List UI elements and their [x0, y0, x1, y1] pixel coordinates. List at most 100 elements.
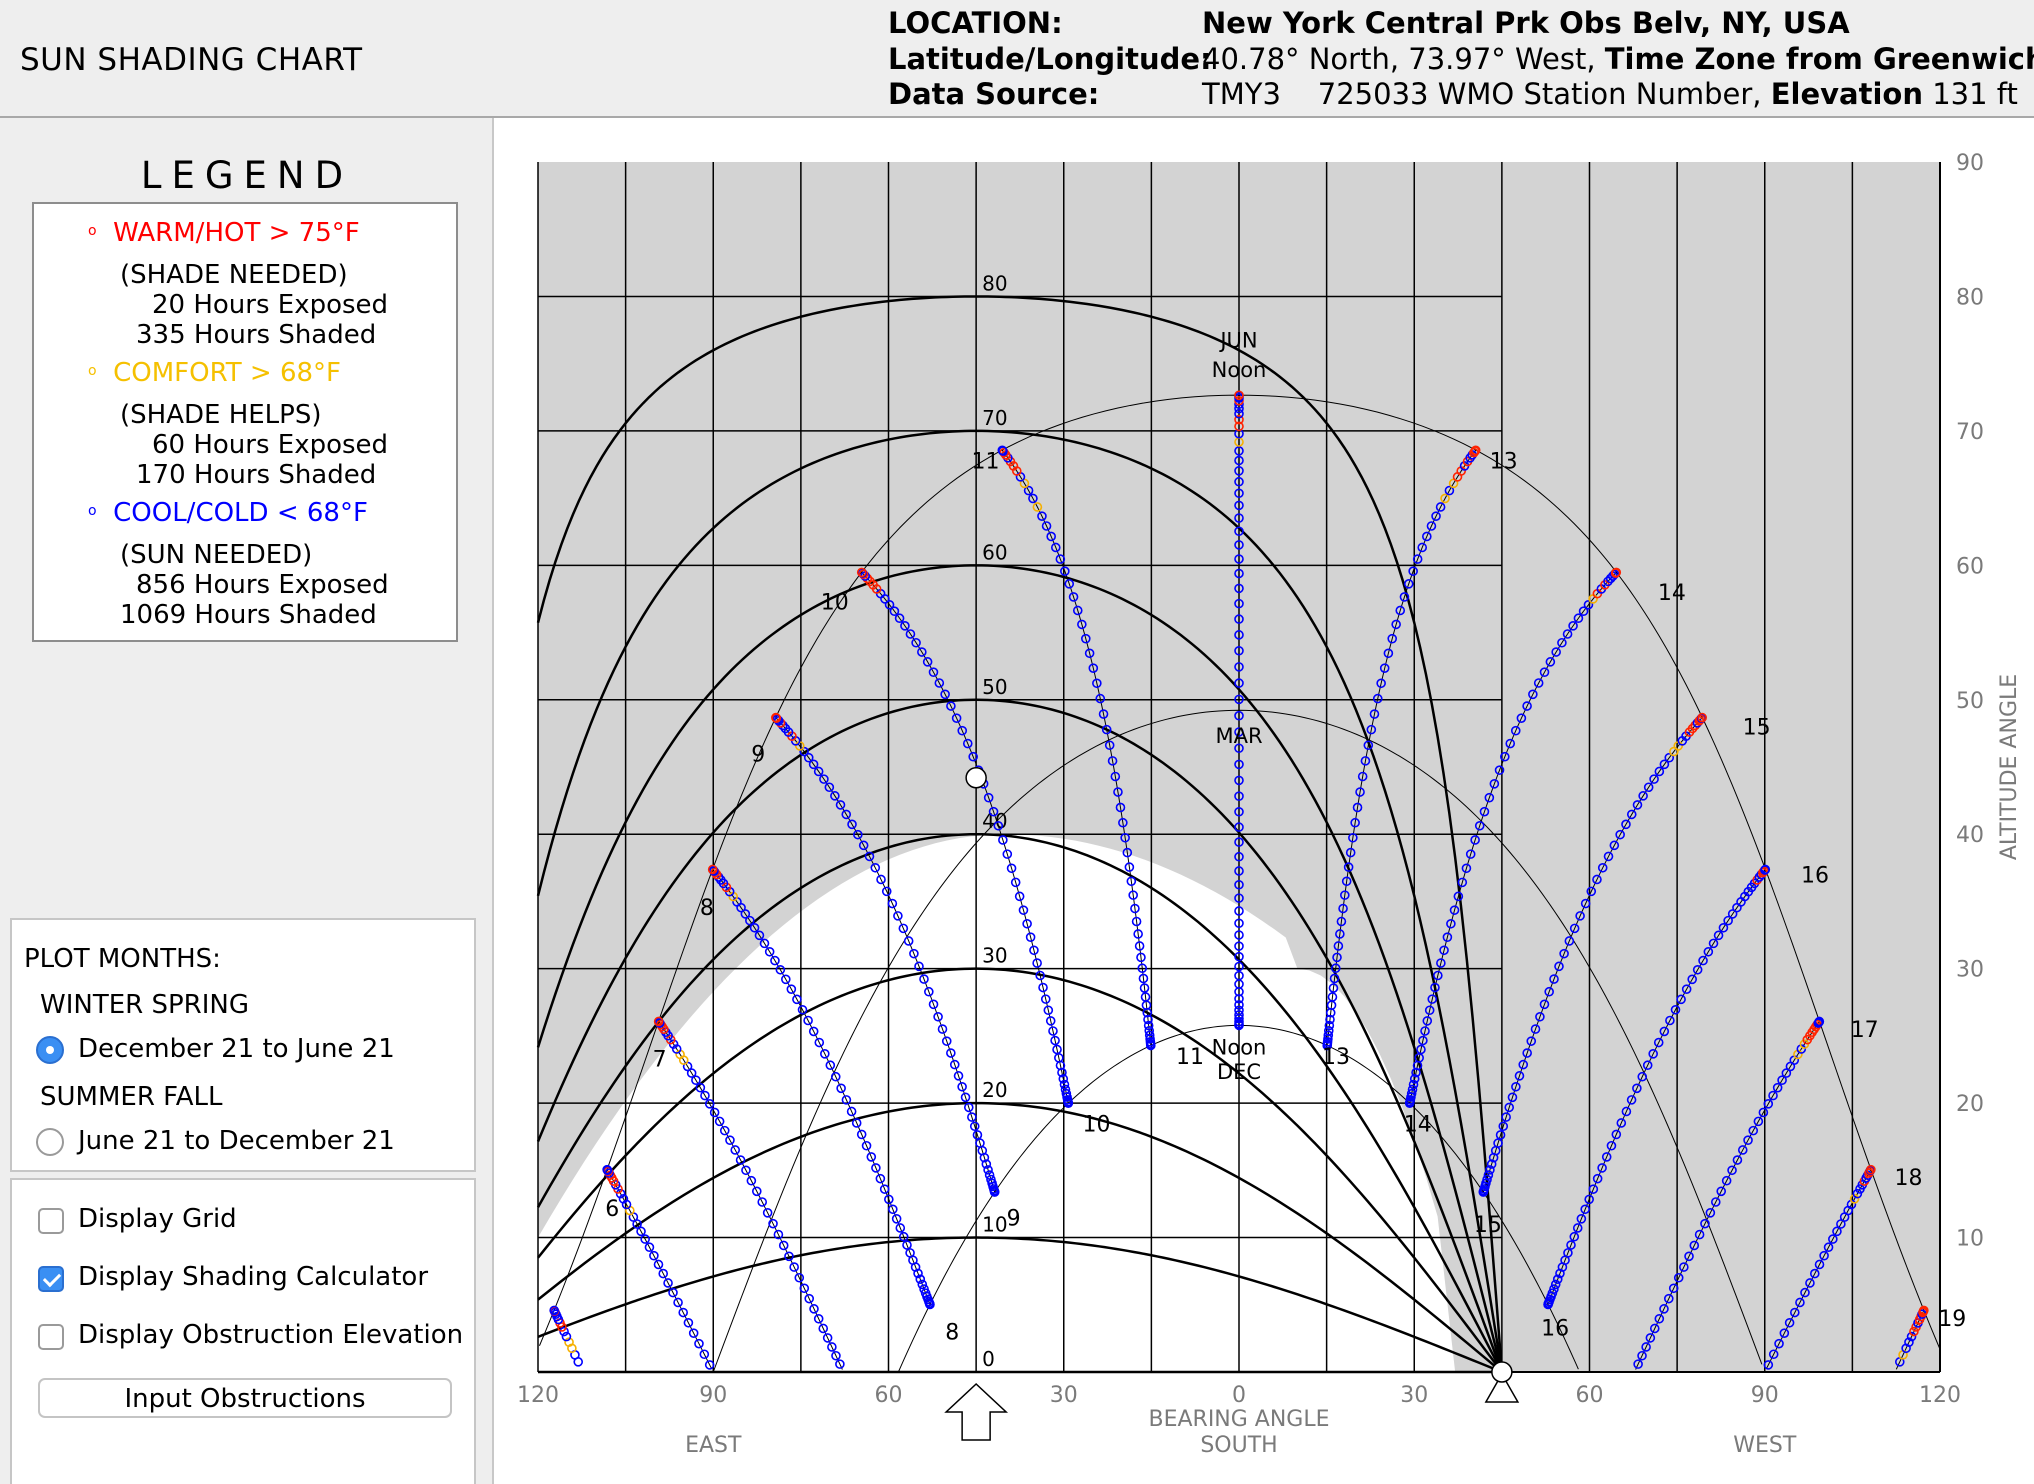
- data-point: [1465, 849, 1476, 859]
- axes: 120 90 60 30 0 30 60 90 120102030405060708090BEA…: [517, 151, 2022, 1458]
- data-point: [1626, 809, 1637, 820]
- data-point: [709, 1107, 720, 1118]
- shading-calculator-curve: [536, 429, 1504, 1373]
- data-point: [969, 1121, 980, 1132]
- data-point: [1718, 922, 1729, 933]
- legend-cool-exposed: 856 Hours Exposed: [136, 570, 389, 600]
- location-label: LOCATION:: [888, 6, 1063, 40]
- data-point: [786, 984, 797, 994]
- winter-spring-radio[interactable]: [36, 1036, 64, 1064]
- data-point: [922, 657, 933, 667]
- data-point: [1137, 963, 1148, 974]
- sidebar: LEGEND o WARM/HOT > 75°F (SHADE NEEDED) …: [0, 118, 494, 1484]
- winter-spring-range[interactable]: December 21 to June 21: [78, 1034, 395, 1064]
- data-point: [1694, 1229, 1705, 1240]
- display-obstruction-elevation-label[interactable]: Display Obstruction Elevation: [78, 1320, 464, 1350]
- display-grid-label[interactable]: Display Grid: [78, 1204, 237, 1234]
- data-point: [1324, 1020, 1335, 1031]
- data-point: [1098, 709, 1109, 719]
- data-point: [1234, 645, 1244, 656]
- data-point: [1442, 932, 1453, 942]
- data-point: [1664, 752, 1675, 763]
- display-grid-checkbox[interactable]: [38, 1208, 64, 1234]
- data-point: [975, 1138, 985, 1148]
- data-point: [1753, 1116, 1764, 1127]
- data-point: [914, 961, 924, 972]
- summer-fall-radio[interactable]: [36, 1128, 64, 1156]
- data-point: [1500, 751, 1510, 762]
- data-point: [981, 1159, 992, 1169]
- x-tick-label: 60: [1576, 1383, 1604, 1408]
- x-tick-label: 120: [1919, 1383, 1961, 1408]
- data-point: [1050, 1035, 1060, 1046]
- legend-title: LEGEND: [140, 154, 354, 197]
- data-point: [1578, 606, 1589, 617]
- data-point: [1234, 630, 1244, 640]
- data-point: [1234, 893, 1244, 903]
- data-point: [1603, 851, 1614, 862]
- data-point: [735, 1155, 746, 1165]
- data-point: [725, 1135, 735, 1145]
- data-point: [1118, 817, 1128, 828]
- data-point: [1323, 1025, 1334, 1036]
- data-point: [757, 1197, 768, 1207]
- data-point: [917, 647, 927, 657]
- display-shading-calculator-label[interactable]: Display Shading Calculator: [78, 1262, 429, 1292]
- data-point: [951, 713, 962, 723]
- data-point: [694, 1338, 704, 1349]
- source-label: Data Source:: [888, 77, 1100, 111]
- data-point: [1779, 1328, 1790, 1338]
- data-point: [1676, 994, 1686, 1005]
- data-point: [1110, 771, 1121, 782]
- y-tick-label: 50: [1956, 689, 1984, 714]
- data-point: [1234, 930, 1244, 940]
- data-point: [946, 701, 956, 711]
- summer-fall-range[interactable]: June 21 to December 21: [78, 1126, 395, 1156]
- data-point: [1395, 605, 1406, 616]
- data-point: [1032, 502, 1043, 512]
- data-point: [1234, 598, 1244, 609]
- data-point: [847, 819, 857, 830]
- data-point: [1052, 1044, 1062, 1055]
- y-axis-label: ALTITUDE ANGLE: [1997, 674, 2022, 860]
- data-point: [1784, 1317, 1795, 1328]
- data-point: [1439, 945, 1449, 956]
- data-point: [615, 1188, 626, 1199]
- data-point: [933, 1011, 943, 1022]
- display-shading-calculator-checkbox[interactable]: [38, 1266, 64, 1292]
- source-text: TMY3: [1202, 77, 1281, 111]
- dec-noon-label: Noon: [1212, 1036, 1267, 1060]
- data-point: [856, 1129, 867, 1140]
- data-point: [1638, 791, 1648, 801]
- data-point: [830, 1071, 841, 1082]
- display-obstruction-elevation-checkbox[interactable]: [38, 1324, 64, 1350]
- data-point: [884, 599, 895, 610]
- data-point: [913, 1268, 923, 1279]
- data-point: [1234, 694, 1244, 705]
- jun-hour-label: 6: [605, 1197, 619, 1222]
- elevation-value: 131 ft: [1932, 77, 2018, 111]
- data-point: [794, 1272, 805, 1283]
- data-point: [1440, 493, 1450, 504]
- data-point: [1133, 929, 1143, 939]
- data-point: [1424, 1005, 1435, 1016]
- location-value: New York Central Prk Obs Belv, NY, USA: [1202, 6, 1850, 40]
- data-point: [1611, 567, 1622, 578]
- x-axis-sublabel: SOUTH: [1200, 1433, 1277, 1458]
- data-point: [1572, 1223, 1583, 1233]
- data-point: [835, 1359, 845, 1369]
- jun-hour-label: 14: [1658, 581, 1686, 606]
- data-point: [1645, 1333, 1656, 1343]
- dec-hour-label: 8: [945, 1321, 959, 1346]
- legend-warm-label: o WARM/HOT > 75°F: [88, 218, 360, 248]
- data-point: [691, 1075, 701, 1085]
- data-point: [919, 1284, 929, 1294]
- legend-comfort-exposed: 60 Hours Exposed: [152, 430, 389, 460]
- data-point: [764, 946, 775, 957]
- jun-hour-label: 17: [1851, 1018, 1879, 1043]
- data-point: [1336, 916, 1347, 927]
- data-point: [1348, 832, 1358, 843]
- input-obstructions-button[interactable]: Input Obstructions: [38, 1378, 452, 1418]
- data-point: [1340, 890, 1350, 900]
